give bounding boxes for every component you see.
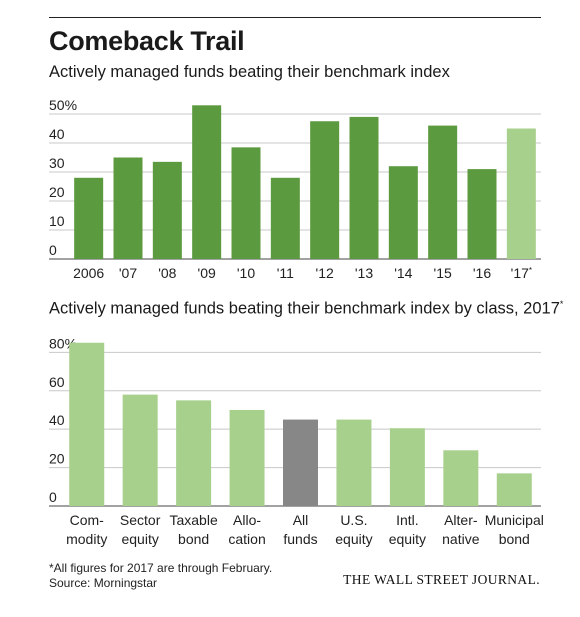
chart2-bar-1 — [122, 394, 158, 506]
chart2-bar-8 — [496, 473, 532, 506]
chart1-bar-1 — [113, 157, 143, 259]
chart1-bar-4 — [231, 147, 261, 259]
chart1-xlabel-11: '17* — [511, 265, 532, 281]
chart2-xlabel-5-0: U.S. — [340, 512, 367, 528]
chart2-bar-3 — [229, 409, 265, 506]
chart1-bar-8 — [388, 166, 418, 259]
source: Source: Morningstar — [49, 576, 158, 590]
chart2-xlabel-7-1: native — [442, 531, 480, 547]
chart1-subtitle: Actively managed funds beating their ben… — [49, 63, 450, 81]
chart2-bar-2 — [176, 400, 212, 506]
chart2-bar-0 — [69, 342, 105, 506]
chart-title: Comeback Trail — [49, 26, 245, 56]
chart1-ytick-1: 10 — [49, 213, 65, 229]
chart2-xlabel-2-1: bond — [178, 531, 209, 547]
chart2-xlabel-0-0: Com- — [70, 512, 105, 528]
chart2-xlabel-6-0: Intl. — [396, 512, 419, 528]
chart1-bar-6 — [310, 121, 340, 259]
chart2-bar-6 — [389, 428, 425, 506]
chart1-xlabel-7: '13 — [355, 265, 373, 281]
chart1-bar-10 — [467, 169, 497, 259]
chart1-ytick-0: 0 — [49, 242, 57, 258]
chart2-xlabel-8-1: bond — [499, 531, 530, 547]
chart2-subtitle-asterisk: * — [559, 299, 564, 309]
footnote: *All figures for 2017 are through Februa… — [49, 561, 273, 575]
chart2-xlabel-8-0: Municipal — [485, 512, 544, 528]
chart1-xlabel-8: '14 — [394, 265, 412, 281]
chart2-xlabel-1-0: Sector — [120, 512, 161, 528]
chart1-xlabel-0: 2006 — [73, 265, 104, 281]
chart1-xlabel-2: '08 — [158, 265, 176, 281]
chart1-bar-5 — [270, 177, 300, 259]
chart2-xlabel-4-1: funds — [283, 531, 317, 547]
chart2-xlabel-3-1: cation — [228, 531, 265, 547]
chart1-xlabel-5: '11 — [277, 265, 294, 281]
chart2-xlabel-4-0: All — [293, 512, 309, 528]
chart2-xlabel-6-1: equity — [389, 531, 426, 547]
chart1-ytick-2: 20 — [49, 184, 65, 200]
chart2-xlabel-0-1: modity — [66, 531, 107, 547]
chart2-xlabel-2-0: Taxable — [169, 512, 217, 528]
chart2-subtitle: Actively managed funds beating their ben… — [49, 299, 563, 319]
chart1-ytick-3: 30 — [49, 155, 65, 171]
chart1-ytick-5: 50% — [49, 97, 77, 113]
chart1-bar-11 — [506, 128, 536, 259]
chart1-bar-9 — [428, 125, 458, 259]
chart2-bar-5 — [336, 419, 372, 506]
chart1-bar-3 — [192, 105, 222, 259]
chart1-bar-2 — [152, 161, 182, 259]
chart2-bar-7 — [443, 450, 479, 506]
chart1-xlabel-6: '12 — [316, 265, 334, 281]
chart1-xlabel-10: '16 — [473, 265, 491, 281]
chart2-xlabel-5-1: equity — [335, 531, 372, 547]
chart2-ytick-0: 0 — [49, 489, 57, 505]
chart-yearly: 0 10 20 30 40 50% 2006 '07 '08 '09 '10 '11 '12 '13 '14… — [49, 97, 541, 281]
chart1-xlabel-3: '09 — [198, 265, 216, 281]
chart1-ytick-4: 40 — [49, 126, 65, 142]
chart2-ytick-1: 20 — [49, 451, 65, 467]
chart1-xlabel-1: '07 — [119, 265, 137, 281]
chart1-bar-0 — [74, 177, 104, 259]
chart2-subtitle-text: Actively managed funds beating their ben… — [49, 299, 560, 318]
chart1-xlabel-4: '10 — [237, 265, 255, 281]
wsj-logo: THE WALL STREET JOURNAL. — [343, 572, 540, 587]
chart2-ytick-3: 60 — [49, 374, 65, 390]
chart2-xlabel-7-0: Alter- — [444, 512, 478, 528]
chart2-ytick-2: 40 — [49, 412, 65, 428]
chart-by-class: 020406080%Com-moditySectorequityTaxableb… — [49, 335, 544, 547]
chart1-xlabel-11-asterisk: * — [529, 266, 532, 275]
chart2-xlabel-3-0: Allo- — [233, 512, 261, 528]
chart1-bar-7 — [349, 116, 379, 260]
top-rule — [49, 17, 541, 18]
chart2-xlabel-1-1: equity — [121, 531, 158, 547]
chart2-bar-4 — [283, 419, 318, 506]
chart1-xlabel-9: '15 — [434, 265, 452, 281]
